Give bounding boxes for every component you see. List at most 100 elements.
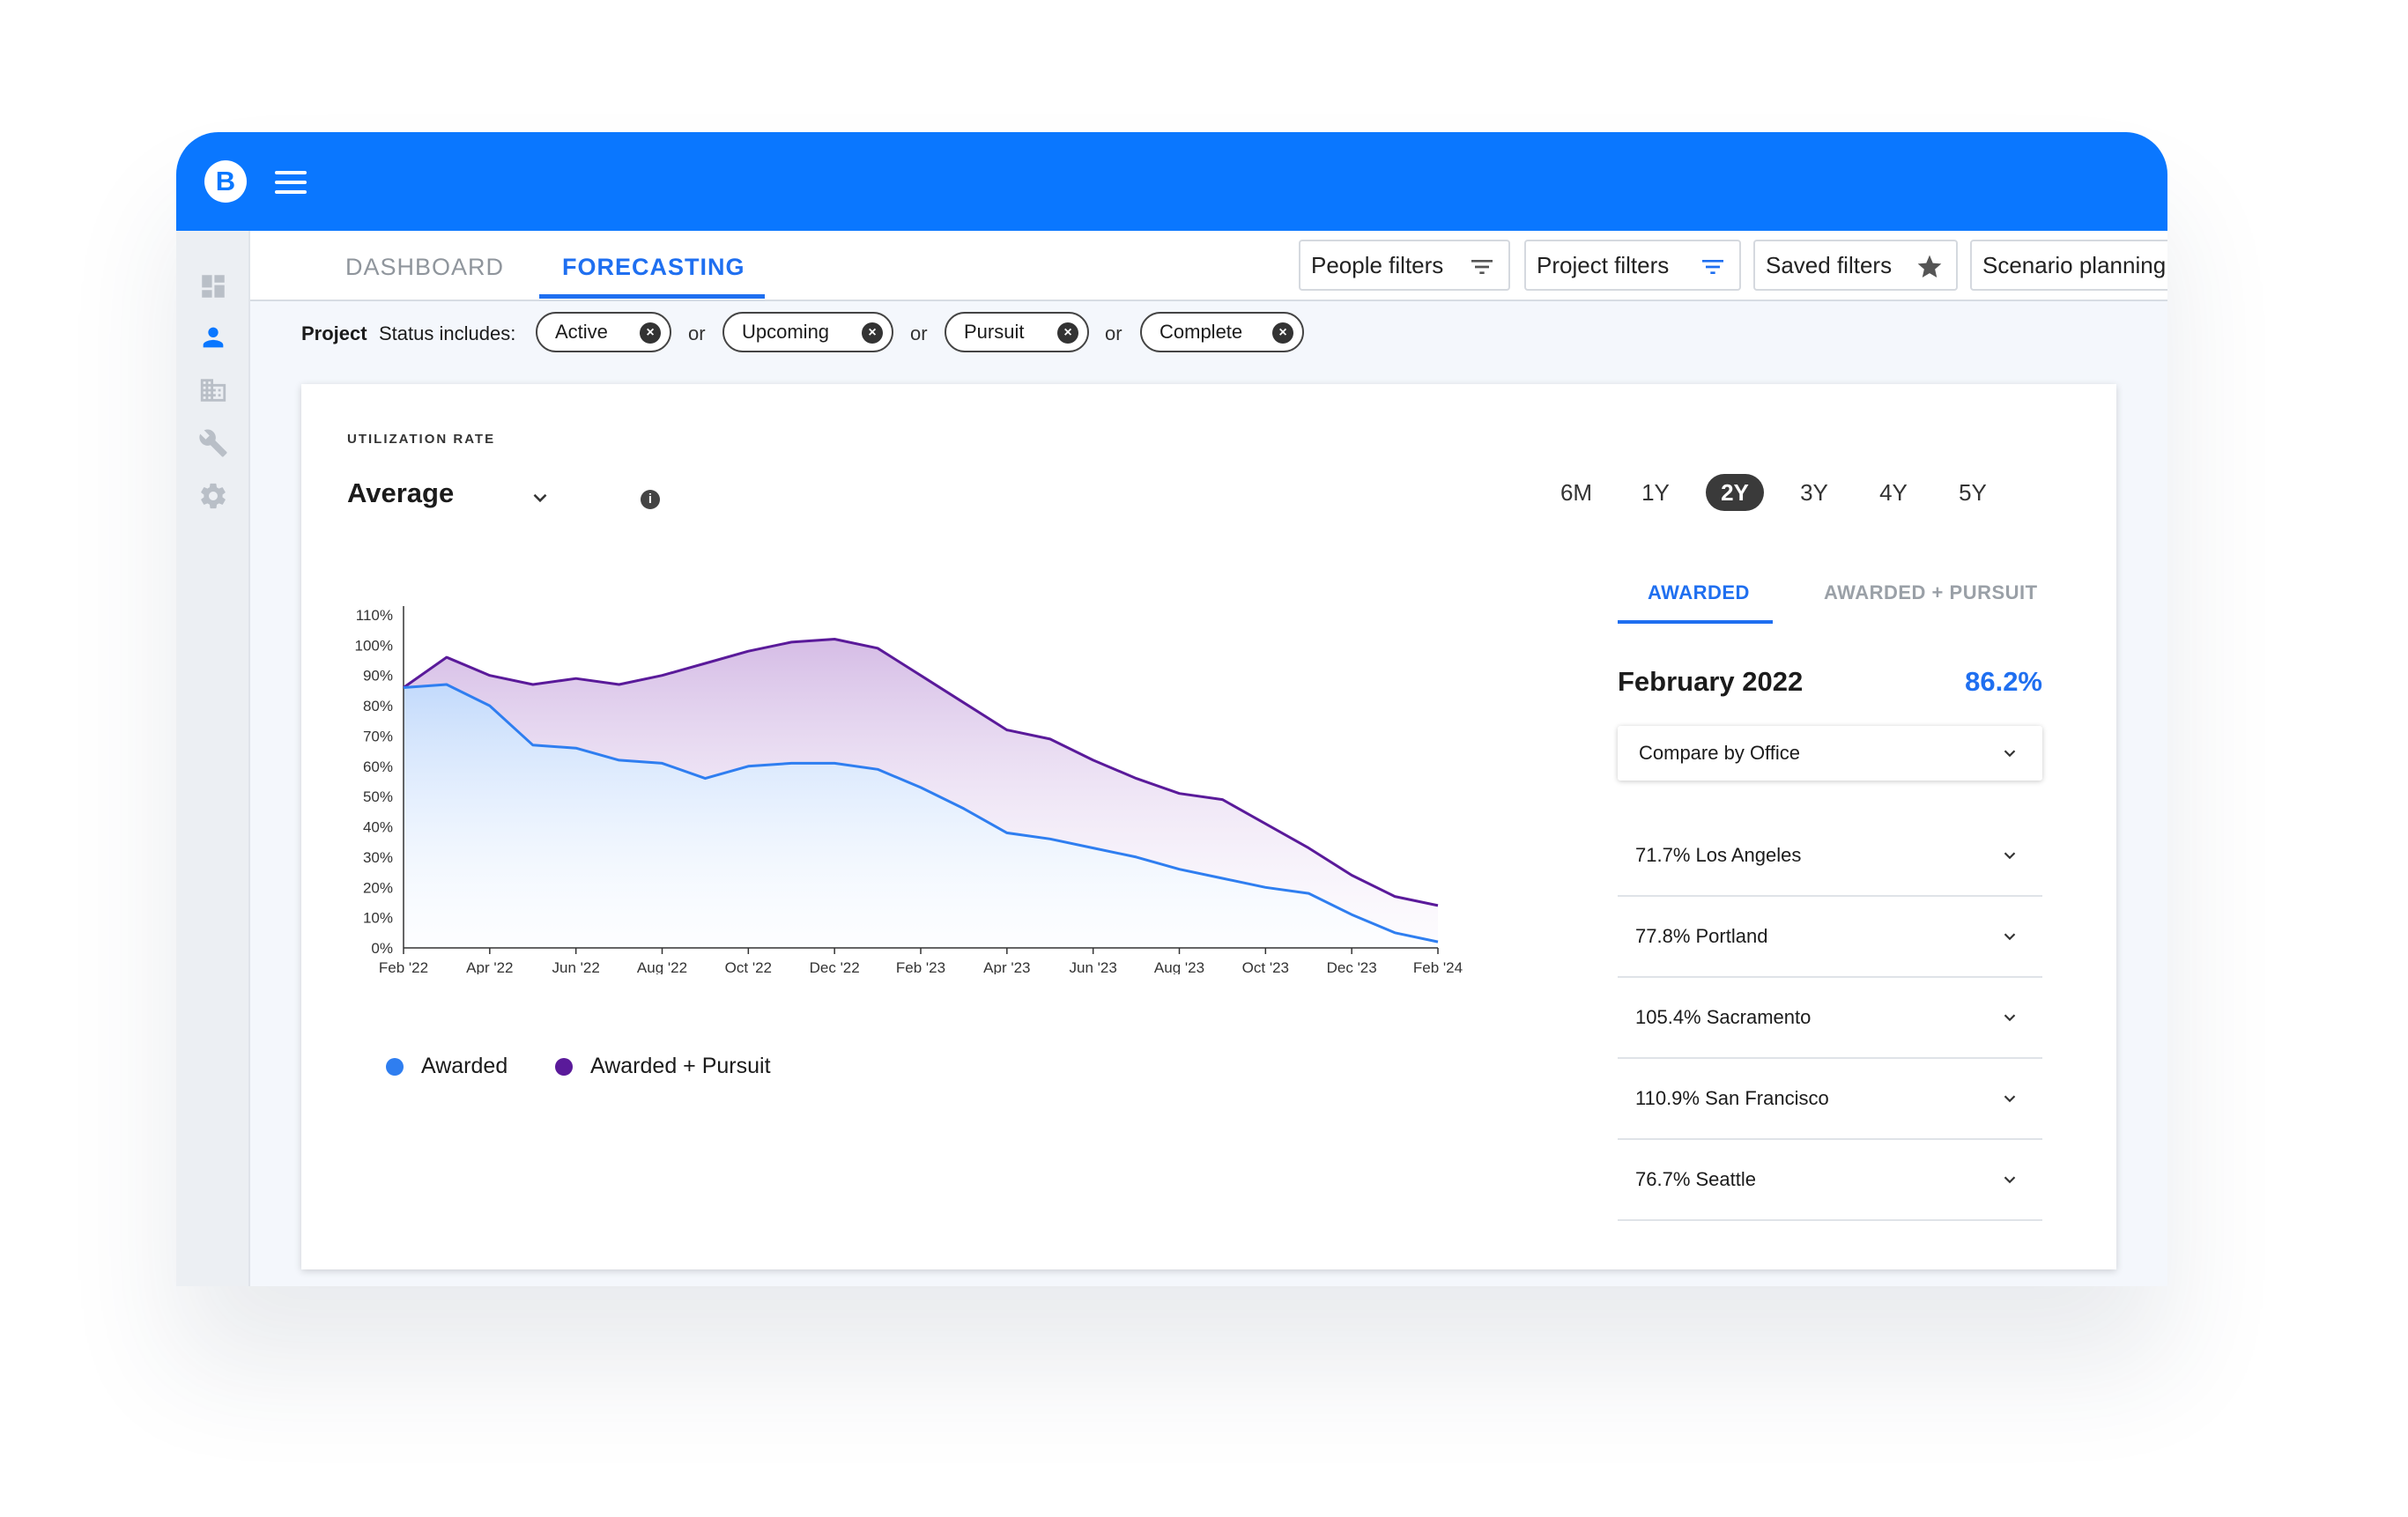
chevron-down-icon[interactable] [2000, 846, 2019, 865]
chip-active[interactable]: Active × [536, 312, 671, 352]
compare-dropdown[interactable]: Compare by Office [1618, 726, 2042, 781]
x-tick-label: Apr '23 [983, 959, 1030, 974]
office-row[interactable]: 110.9% San Francisco [1618, 1059, 2042, 1140]
scenario-planning-button[interactable]: Scenario planning [1970, 240, 2167, 291]
y-tick-label: 50% [363, 788, 393, 805]
building-icon[interactable] [198, 375, 228, 405]
utilization-chart: 0% 10% 20% 30% 40% 50% 60% 70% 80% 90% 100% 110% Feb… [355, 606, 1463, 974]
x-tick-label: Oct '23 [1242, 959, 1289, 974]
person-icon[interactable] [198, 322, 228, 352]
filter-icon [1702, 260, 1723, 274]
selected-value: 86.2% [1965, 666, 2042, 697]
x-tick-label: Feb '24 [1413, 959, 1463, 974]
x-tick-label: Feb '22 [379, 959, 428, 974]
utilization-card: UTILIZATION RATE Average i 6M 1Y 2Y 3Y 4… [301, 384, 2116, 1269]
chevron-down-icon [2004, 750, 2016, 758]
saved-filters-label: Saved filters [1766, 251, 1893, 278]
range-4y[interactable]: 4Y [1879, 479, 1908, 506]
y-tick-label: 90% [363, 668, 393, 684]
compare-label: Compare by Office [1639, 742, 1801, 764]
gear-icon[interactable] [198, 481, 228, 511]
office-row[interactable]: 77.8% Portland [1618, 897, 2042, 978]
y-tick-label: 100% [355, 637, 393, 654]
wrench-icon[interactable] [198, 428, 228, 458]
tab-forecasting[interactable]: FORECASTING [562, 254, 745, 280]
chevron-down-icon[interactable] [2000, 927, 2019, 946]
tab-dashboard[interactable]: DASHBOARD [345, 254, 505, 280]
awarded-line [403, 683, 1439, 944]
legend-awarded-pursuit-label: Awarded + Pursuit [590, 1054, 771, 1078]
top-app-bar: B [176, 132, 2167, 231]
range-2y[interactable]: 2Y [1706, 474, 1764, 511]
office-row[interactable]: 76.7% Seattle [1618, 1140, 2042, 1221]
remove-chip-icon[interactable]: × [862, 322, 883, 344]
y-tick-label: 30% [363, 849, 393, 866]
legend-awarded-label: Awarded [421, 1054, 508, 1078]
y-tick-label: 20% [363, 879, 393, 896]
chip-pursuit[interactable]: Pursuit × [945, 312, 1089, 352]
y-tick-label: 70% [363, 728, 393, 744]
project-filters-label: Project filters [1537, 251, 1670, 278]
chip-label: Complete [1160, 321, 1243, 343]
x-tick-label: Aug '23 [1154, 959, 1204, 974]
scenario-planning-label: Scenario planning [1982, 251, 2167, 278]
nav-bar: DASHBOARD FORECASTING People filters Pro… [250, 231, 2167, 301]
x-tick-label: Aug '22 [637, 959, 687, 974]
remove-chip-icon[interactable]: × [640, 322, 661, 344]
office-row[interactable]: 105.4% Sacramento [1618, 978, 2042, 1059]
office-label: 76.7% Seattle [1635, 1168, 1756, 1190]
chevron-down-icon[interactable] [2000, 1089, 2019, 1108]
office-row[interactable]: 71.7% Los Angeles [1618, 816, 2042, 897]
y-tick-label: 40% [363, 819, 393, 836]
tab-awarded[interactable]: AWARDED [1648, 581, 1750, 603]
chip-label: Pursuit [964, 321, 1025, 343]
or-label: or [910, 322, 928, 344]
awarded-pursuit-line [403, 638, 1439, 907]
chip-label: Active [555, 321, 608, 343]
chevron-down-icon[interactable] [529, 486, 552, 509]
status-filter-prefix: Project [301, 322, 367, 344]
info-icon[interactable]: i [641, 490, 660, 509]
x-tick-label: Jun '22 [552, 959, 600, 974]
legend-awarded-pursuit: Awarded + Pursuit [555, 1054, 771, 1079]
chip-upcoming[interactable]: Upcoming × [722, 312, 893, 352]
chevron-down-icon[interactable] [2000, 1170, 2019, 1189]
menu-icon[interactable] [275, 171, 307, 196]
or-label: or [688, 322, 706, 344]
office-label: 71.7% Los Angeles [1635, 844, 1802, 866]
remove-chip-icon[interactable]: × [1272, 322, 1293, 344]
saved-filters-button[interactable]: Saved filters [1753, 240, 1958, 291]
x-tick-label: Apr '22 [466, 959, 513, 974]
selected-month: February 2022 [1618, 666, 1804, 697]
project-filters-button[interactable]: Project filters [1524, 240, 1741, 291]
card-kicker: UTILIZATION RATE [347, 432, 496, 447]
app-window: B DASHBOARD FORECASTING People filters P… [176, 132, 2167, 1286]
chip-complete[interactable]: Complete × [1140, 312, 1304, 352]
office-label: 77.8% Portland [1635, 925, 1768, 947]
legend-awarded: Awarded [386, 1054, 508, 1079]
x-tick-label: Jun '23 [1070, 959, 1117, 974]
remove-chip-icon[interactable]: × [1057, 322, 1078, 344]
status-filter-bar: Project Status includes: Active × or Upc… [250, 301, 2167, 363]
legend-dot-awarded-pursuit [555, 1057, 573, 1076]
range-5y[interactable]: 5Y [1959, 479, 1987, 506]
sidebar [176, 231, 250, 1286]
office-label: 110.9% San Francisco [1635, 1087, 1829, 1109]
y-tick-label: 110% [356, 607, 393, 624]
people-filters-label: People filters [1311, 251, 1444, 278]
or-label: or [1105, 322, 1122, 344]
pursuit-area [404, 639, 1438, 943]
metric-select[interactable]: Average [347, 477, 455, 508]
tab-awarded-pursuit[interactable]: AWARDED + PURSUIT [1824, 581, 2038, 603]
people-filters-button[interactable]: People filters [1299, 240, 1510, 291]
app-logo[interactable]: B [204, 160, 247, 203]
side-tab-indicator [1618, 620, 1773, 624]
dashboard-icon[interactable] [198, 271, 228, 301]
range-6m[interactable]: 6M [1560, 479, 1593, 506]
x-tick-label: Oct '22 [725, 959, 772, 974]
range-1y[interactable]: 1Y [1641, 479, 1670, 506]
star-icon [1917, 255, 1942, 278]
chevron-down-icon[interactable] [2000, 1008, 2019, 1027]
range-3y[interactable]: 3Y [1800, 479, 1828, 506]
